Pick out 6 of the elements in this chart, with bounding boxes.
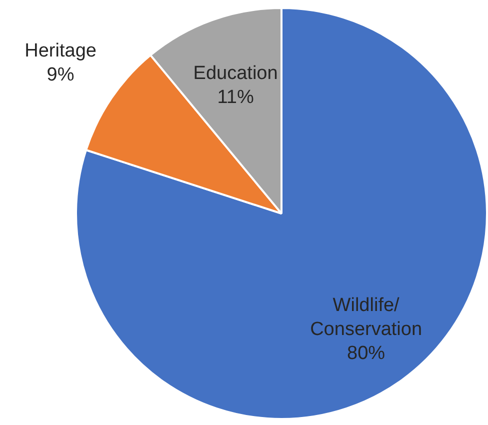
- slice-label: Heritage: [24, 40, 96, 62]
- data-label: 11%: [217, 87, 254, 108]
- data-label: 9%: [46, 64, 74, 86]
- slice-label: Wildlife/ Conservation: [310, 295, 422, 340]
- slice-label: Education: [193, 63, 278, 84]
- data-label: 80%: [347, 343, 386, 364]
